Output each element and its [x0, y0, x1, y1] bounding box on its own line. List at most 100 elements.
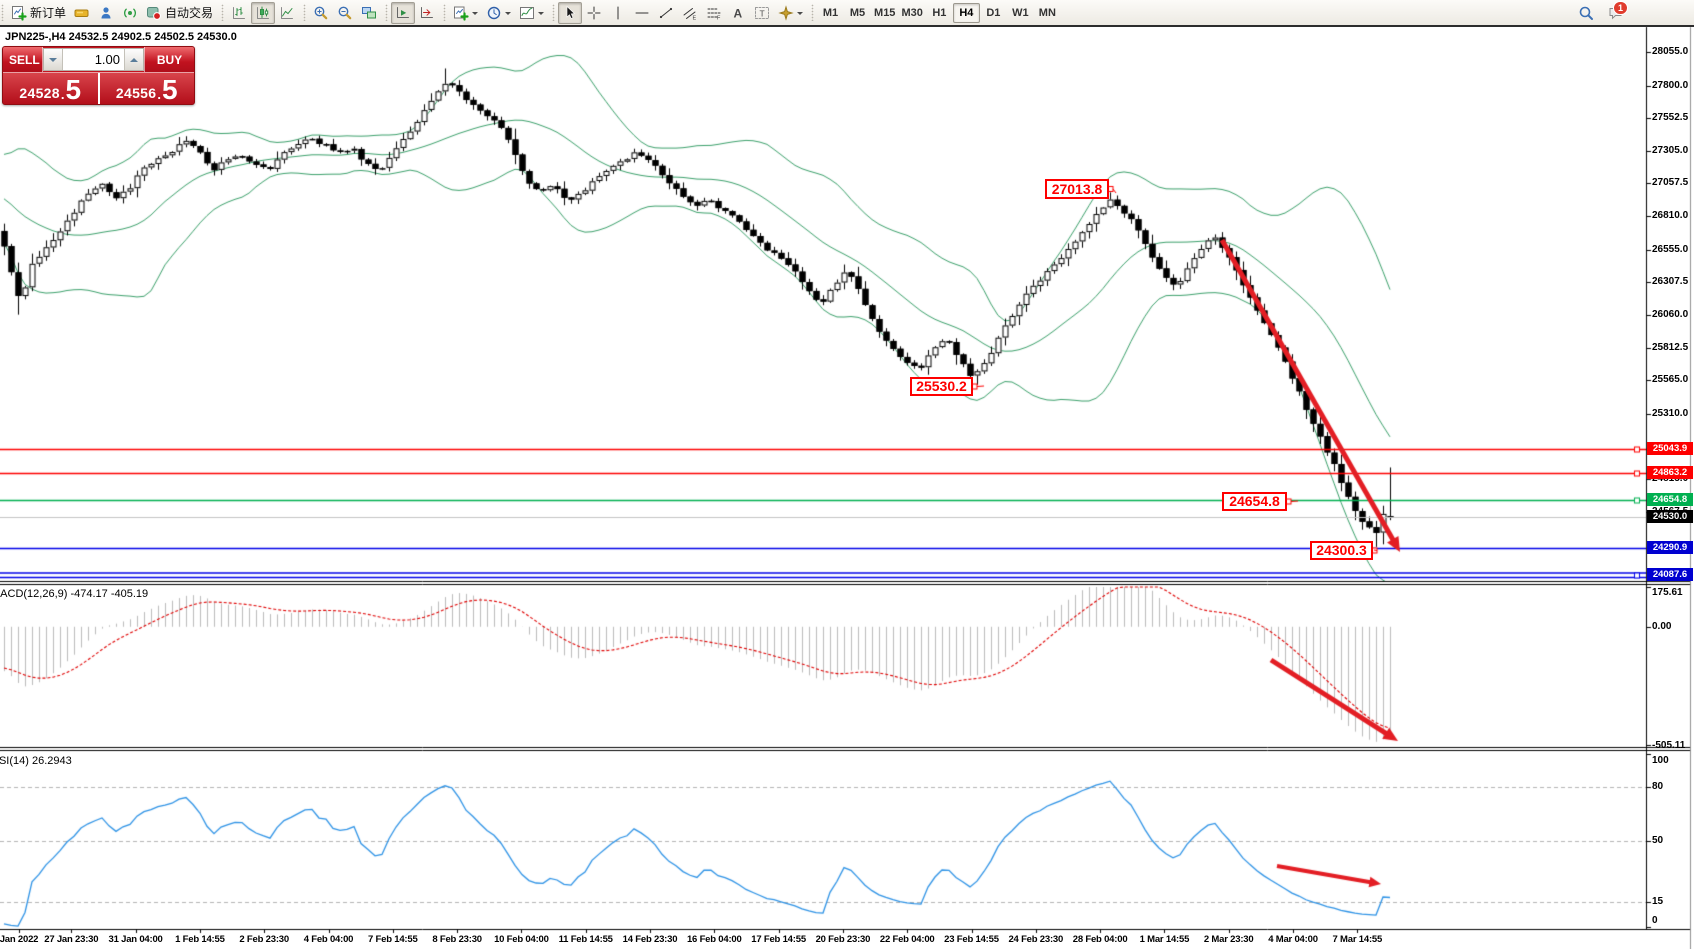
line-chart-button[interactable] — [275, 2, 299, 24]
vertical-line-button[interactable] — [606, 2, 630, 24]
chart-shift-icon — [419, 5, 435, 21]
price-annotation[interactable]: 24300.3 — [1310, 541, 1373, 560]
cursor-icon — [562, 5, 578, 21]
trendline-button[interactable] — [654, 2, 678, 24]
price-axis-label: 27800.0 — [1652, 79, 1689, 91]
toolbar-group: 新订单 自动交易 — [0, 0, 220, 25]
macd-indicator-label: MACD(12,26,9) -474.17 -405.19 — [0, 588, 149, 600]
zoom-out-button[interactable] — [333, 2, 357, 24]
toolbar-right: 1 — [1574, 0, 1629, 25]
auto-trading-label: 自动交易 — [165, 6, 214, 20]
rsi-scale-label: 50 — [1652, 834, 1664, 846]
time-axis-label: 2 Feb 23:30 — [239, 934, 289, 945]
time-axis-label: 31 Jan 04:00 — [108, 934, 163, 945]
chart-shift-button[interactable] — [415, 2, 439, 24]
price-axis-label: 26555.0 — [1652, 243, 1689, 255]
arrows-button[interactable] — [774, 2, 807, 24]
price-annotation[interactable]: 24654.8 — [1222, 492, 1287, 511]
timeframe-m1[interactable]: M1 — [817, 3, 844, 23]
fibonacci-icon: F — [706, 5, 722, 21]
candlestick-chart-button[interactable] — [251, 1, 276, 24]
timeframe-m30[interactable]: M30 — [898, 3, 925, 23]
price-axis-label: 28055.0 — [1652, 46, 1689, 57]
notification-badge: 1 — [1613, 0, 1629, 15]
volume-stepper: 1.00 — [43, 48, 144, 71]
rsi-scale-label: 100 — [1652, 755, 1669, 766]
cursor-button[interactable] — [558, 1, 583, 24]
timeframe-h4[interactable]: H4 — [952, 2, 980, 23]
notifications-button[interactable]: 1 — [1604, 0, 1629, 24]
price-annotation[interactable]: 27013.8 — [1045, 179, 1109, 199]
signals-button[interactable] — [118, 2, 142, 24]
rsi-scale-label: 15 — [1652, 896, 1664, 908]
auto-scroll-button[interactable] — [391, 1, 416, 24]
buy-price[interactable]: 24556. 5 — [99, 73, 194, 105]
timeframe-h1[interactable]: H1 — [926, 3, 953, 23]
new-chart-button[interactable] — [449, 2, 482, 24]
time-axis-label: 28 Feb 04:00 — [1072, 934, 1128, 945]
timeframe-m5[interactable]: M5 — [844, 3, 871, 23]
timeframe-d1[interactable]: D1 — [980, 3, 1007, 23]
timeframe-mn[interactable]: MN — [1034, 3, 1061, 23]
price-axis-label: 26060.0 — [1652, 308, 1689, 320]
indicators-button[interactable] — [515, 2, 548, 24]
svg-text:A: A — [734, 6, 743, 20]
search-button[interactable] — [1574, 2, 1598, 24]
tile-windows-button[interactable] — [357, 2, 381, 24]
buy-price-dot: . — [157, 87, 161, 102]
equidistant-channel-icon: E — [682, 5, 698, 21]
timeframe-w1[interactable]: W1 — [1007, 3, 1034, 23]
volume-input[interactable]: 1.00 — [94, 52, 120, 67]
bar-chart-button[interactable] — [227, 2, 251, 24]
market-watch-icon — [74, 5, 90, 21]
time-axis-label: 2 Mar 23:30 — [1203, 934, 1254, 945]
price-badge: 25043.9 — [1647, 441, 1693, 455]
new-order-button[interactable]: 新订单 — [7, 2, 70, 24]
profiles-button[interactable] — [482, 2, 515, 24]
text-label-button[interactable]: T — [750, 2, 774, 24]
sell-price-main: 24528 — [19, 85, 60, 101]
signals-icon — [122, 5, 138, 21]
ohlc-info: JPN225-,H4 24532.5 24902.5 24502.5 24530… — [5, 31, 237, 43]
fibonacci-button[interactable]: F — [702, 2, 726, 24]
market-watch-button[interactable] — [70, 2, 94, 24]
time-axis-label: 23 Feb 14:55 — [944, 934, 999, 945]
buy-button[interactable]: BUY — [144, 47, 194, 72]
dropdown-caret-icon — [797, 11, 804, 18]
new-order-label: 新订单 — [30, 6, 67, 20]
svg-text:F: F — [717, 15, 721, 21]
text-button[interactable]: A — [726, 2, 750, 24]
indicators-icon — [519, 5, 535, 21]
price-axis-label: 26307.5 — [1652, 276, 1689, 288]
bar-chart-icon — [231, 5, 247, 21]
line-chart-icon — [279, 5, 295, 21]
horizontal-line-button[interactable] — [630, 2, 654, 24]
zoom-in-icon — [313, 5, 329, 21]
price-badge: 24087.6 — [1647, 567, 1693, 581]
time-axis-label: Jan 2022 — [0, 934, 39, 945]
navigator-button[interactable] — [94, 2, 118, 24]
zoom-out-icon — [337, 5, 353, 21]
equidistant-channel-button[interactable]: E — [678, 2, 702, 24]
sell-button[interactable]: SELL — [3, 47, 43, 72]
toolbar-group — [384, 0, 442, 25]
timeframe-m15[interactable]: M15 — [871, 3, 898, 23]
time-axis-label: 10 Feb 04:00 — [494, 934, 549, 945]
auto-trading-button[interactable]: 自动交易 — [142, 2, 217, 24]
crosshair-button[interactable] — [582, 2, 606, 24]
tile-windows-icon — [361, 5, 377, 21]
sell-price[interactable]: 24528. 5 — [3, 73, 100, 104]
volume-increase-button[interactable] — [124, 49, 143, 70]
volume-decrease-button[interactable] — [44, 49, 63, 70]
zoom-in-button[interactable] — [309, 2, 333, 24]
macd-scale-label: 175.61 — [1652, 587, 1683, 598]
rsi-scale-label: 80 — [1652, 781, 1664, 793]
caret-down-icon — [49, 57, 57, 66]
rsi-scale-label: 0 — [1652, 915, 1658, 926]
buy-price-big: 5 — [161, 74, 178, 105]
dropdown-caret-icon — [505, 11, 512, 18]
one-click-trading-panel: SELL 1.00 BUY 24528. 5 24556. 5 — [2, 46, 195, 105]
price-annotation[interactable]: 25530.2 — [910, 377, 973, 396]
svg-text:T: T — [760, 8, 765, 18]
